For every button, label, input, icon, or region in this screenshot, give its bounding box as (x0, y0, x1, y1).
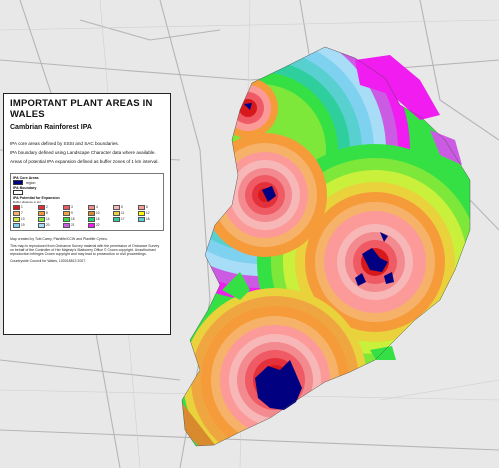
ramp-label: 13 (21, 217, 25, 222)
ramp-label: 7 (21, 211, 23, 216)
ramp-item: 3 (63, 204, 86, 210)
ramp-item: 15 (63, 216, 86, 222)
ramp-label: 9 (71, 211, 73, 216)
core-swatch (13, 179, 23, 186)
ramp-label: 20 (46, 223, 50, 228)
ipa-northeast-buffer (355, 55, 440, 120)
ramp-swatch (13, 210, 20, 216)
ramp-label: 2 (46, 205, 48, 210)
ramp-swatch (88, 204, 95, 210)
ramp-label: 12 (146, 211, 150, 216)
ramp-label: 21 (71, 223, 75, 228)
ramp-item: 14 (38, 216, 61, 222)
legend-boundary-item (13, 189, 161, 196)
ramp-swatch (138, 204, 145, 210)
legend-boundary-heading: IPA Boundary (13, 185, 37, 190)
ramp-label: 16 (96, 217, 100, 222)
map-credits: Map created by Tobi Carey, Plantlife/CCW… (10, 237, 164, 264)
ipa-south-green-patch (370, 346, 396, 360)
legend-expansion-sub: Buffer distance in km (13, 199, 41, 204)
map-subtitle: Cambrian Rainforest IPA (10, 124, 92, 131)
ramp-item: 20 (38, 222, 61, 228)
ramp-swatch (88, 210, 95, 216)
note-expansion-definition: Areas of potential IPA expansion defined… (10, 159, 159, 165)
ramp-item: 1 (13, 204, 36, 210)
buffer-color-ramp: 1 2 3 4 5 6 7 8 9 10 11 12 13 14 15 16 17 18 19 20 21 22 (13, 204, 161, 228)
ramp-item: 19 (13, 222, 36, 228)
ramp-label: 11 (121, 211, 125, 216)
ramp-label: 18 (146, 217, 150, 222)
ipa-east-buffer (430, 130, 462, 165)
note-core-definition: IPA core areas defined by SSSI and SAC b… (10, 141, 119, 146)
ramp-swatch (138, 210, 145, 216)
ramp-label: 8 (46, 211, 48, 216)
legend-core-item: region (13, 179, 161, 186)
legend-panel: IMPORTANT PLANT AREAS IN WALES Cambrian … (3, 93, 171, 335)
legend-expansion-heading: IPA Potential for Expansion (13, 195, 60, 200)
ipa-core-areas (244, 103, 394, 410)
ramp-item: 5 (113, 204, 136, 210)
ramp-swatch (63, 210, 70, 216)
legend-core-item-label: region (26, 180, 36, 185)
ramp-swatch (113, 210, 120, 216)
ramp-swatch (88, 222, 95, 228)
ramp-item: 16 (88, 216, 111, 222)
ramp-swatch (38, 204, 45, 210)
ramp-swatch (63, 204, 70, 210)
ramp-item: 21 (63, 222, 86, 228)
ramp-swatch (13, 222, 20, 228)
ramp-label: 19 (21, 223, 25, 228)
credit-copyright: This map is reproduced from Ordnance Sur… (10, 243, 160, 257)
ramp-swatch (38, 216, 45, 222)
ramp-item: 7 (13, 210, 36, 216)
map-title: IMPORTANT PLANT AREAS IN WALES (10, 98, 153, 120)
ramp-item: 13 (13, 216, 36, 222)
ramp-swatch (113, 204, 120, 210)
ramp-swatch (88, 216, 95, 222)
ipa-west-green-patch (222, 272, 250, 300)
note-boundary-definition: IPA boundary defined using Landscape Cha… (10, 150, 156, 156)
ramp-label: 10 (96, 211, 100, 216)
ramp-label: 4 (96, 205, 98, 210)
ramp-item: 10 (88, 210, 111, 216)
ramp-item: 11 (113, 210, 136, 216)
boundary-swatch (13, 189, 23, 196)
ramp-swatch (38, 210, 45, 216)
credit-author: Map created by Tobi Carey, Plantlife/CCW… (10, 236, 108, 241)
ramp-label: 5 (121, 205, 123, 210)
legend-core-heading: IPA Core Areas (13, 175, 39, 180)
ramp-item: 18 (138, 216, 161, 222)
ramp-label: 22 (96, 223, 100, 228)
ramp-swatch (138, 216, 145, 222)
ramp-label: 17 (121, 217, 125, 222)
ramp-item: 8 (38, 210, 61, 216)
ramp-label: 14 (46, 217, 50, 222)
ramp-label: 6 (146, 205, 148, 210)
ramp-item: 12 (138, 210, 161, 216)
ramp-swatch (38, 222, 45, 228)
ramp-label: 1 (21, 205, 23, 210)
ramp-item: 6 (138, 204, 161, 210)
ramp-label: 15 (71, 217, 75, 222)
ramp-swatch (63, 216, 70, 222)
credit-licence: Countryside Council for Wales, 100018813… (10, 259, 87, 264)
ramp-swatch (113, 216, 120, 222)
ramp-item: 2 (38, 204, 61, 210)
ramp-label: 3 (71, 205, 73, 210)
ramp-swatch (63, 222, 70, 228)
ramp-item: 17 (113, 216, 136, 222)
ipa-boundary (181, 46, 471, 447)
ramp-item: 22 (88, 222, 111, 228)
ramp-item: 4 (88, 204, 111, 210)
ramp-swatch (13, 216, 20, 222)
legend-key: IPA Core Areas region IPA Boundary IPA P… (10, 172, 164, 231)
ramp-item: 9 (63, 210, 86, 216)
ramp-swatch (13, 204, 20, 210)
